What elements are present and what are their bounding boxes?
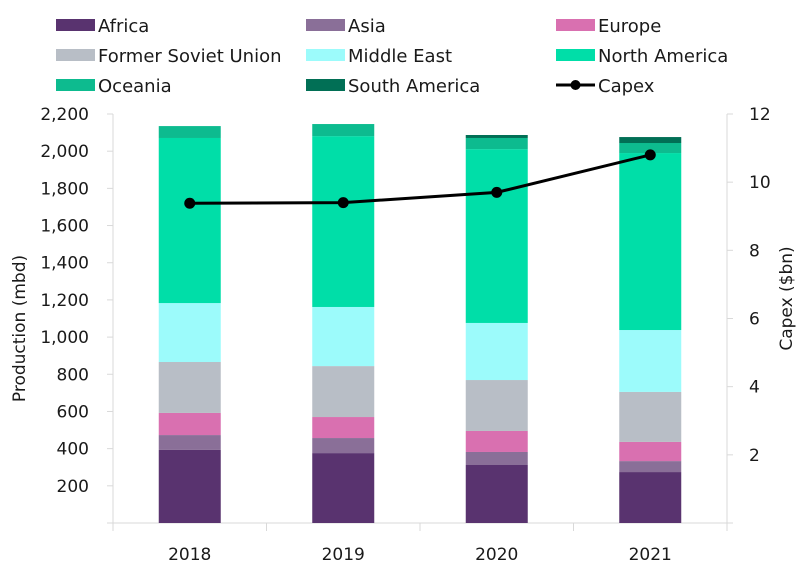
bar-former-soviet-union-2020 — [465, 380, 528, 431]
legend-item-former-soviet-union: Former Soviet Union — [56, 46, 282, 67]
bar-stack-2021 — [619, 137, 682, 523]
bar-north-america-2021 — [619, 153, 682, 331]
legend-item-europe: Europe — [556, 16, 661, 37]
y-tick-label: 200 — [57, 477, 89, 497]
y-tick-label: 1,800 — [40, 179, 89, 199]
legend-item-capex: Capex — [556, 76, 655, 97]
y2-tick-label: 10 — [749, 173, 771, 193]
bar-oceania-2019 — [312, 124, 375, 137]
y-tick-label: 1,000 — [40, 328, 89, 348]
bar-north-america-2019 — [312, 136, 375, 307]
y2-tick-label: 4 — [749, 378, 760, 398]
bar-middle-east-2020 — [465, 322, 528, 381]
y2-tick-label: 6 — [749, 310, 760, 330]
bar-stack-2020 — [465, 135, 528, 523]
bar-middle-east-2018 — [158, 303, 221, 363]
legend-swatch — [306, 49, 345, 61]
y-tick-label: 800 — [57, 365, 89, 385]
y2-tick-label: 8 — [749, 241, 760, 261]
bars — [158, 124, 682, 523]
capex-point-2018 — [184, 197, 196, 209]
bar-africa-2020 — [465, 464, 528, 523]
capex-point-2021 — [644, 149, 656, 161]
legend-item-oceania: Oceania — [56, 76, 172, 97]
x-tick-label: 2019 — [322, 545, 365, 565]
x-tick-label: 2021 — [629, 545, 672, 565]
capex-point-2019 — [337, 197, 349, 209]
y2-axis-title: Capex ($bn) — [777, 246, 797, 350]
legend-item-africa: Africa — [56, 16, 149, 37]
legend-label: North America — [598, 46, 728, 67]
legend-marker — [570, 80, 581, 90]
legend-swatch — [556, 19, 595, 31]
legend-label: Asia — [348, 16, 386, 37]
legend-label: Europe — [598, 16, 661, 37]
legend: Africa Asia Europe Former Soviet Union Middl… — [56, 16, 728, 97]
bar-north-america-2020 — [465, 149, 528, 323]
y2-tick-label: 12 — [749, 105, 771, 125]
bar-africa-2018 — [158, 449, 221, 523]
x-tick-label: 2018 — [168, 545, 211, 565]
y-tick-label: 400 — [57, 440, 89, 460]
bar-former-soviet-union-2019 — [312, 366, 375, 418]
y-tick-label: 1,600 — [40, 217, 89, 237]
x-tick-label: 2020 — [475, 545, 518, 565]
legend-item-middle-east: Middle East — [306, 46, 452, 67]
legend-label: Africa — [98, 16, 149, 37]
bar-asia-2018 — [158, 435, 221, 450]
legend-swatch — [56, 49, 95, 61]
bar-middle-east-2021 — [619, 330, 682, 392]
capex-point-2020 — [491, 186, 503, 198]
bar-europe-2021 — [619, 441, 682, 462]
legend-label: Oceania — [98, 76, 172, 97]
y-tick-label: 2,200 — [40, 105, 89, 125]
bar-south-america-2020 — [465, 135, 528, 138]
legend-item-north-america: North America — [556, 46, 728, 67]
bar-europe-2020 — [465, 430, 528, 452]
legend-swatch — [556, 49, 595, 61]
y2-tick-label: 2 — [749, 446, 760, 466]
legend-item-asia: Asia — [306, 16, 386, 37]
legend-swatch — [56, 19, 95, 31]
bar-asia-2019 — [312, 438, 375, 454]
bar-oceania-2020 — [465, 137, 528, 150]
bar-europe-2019 — [312, 417, 375, 439]
legend-swatch — [306, 19, 345, 31]
bar-oceania-2018 — [158, 126, 221, 138]
legend-swatch — [56, 79, 95, 91]
y-tick-label: 600 — [57, 402, 89, 422]
bar-asia-2020 — [465, 451, 528, 465]
bar-former-soviet-union-2021 — [619, 391, 682, 442]
bar-middle-east-2019 — [312, 306, 375, 367]
bar-africa-2019 — [312, 453, 375, 523]
y-tick-label: 1,400 — [40, 254, 89, 274]
legend-swatch — [306, 79, 345, 91]
bar-asia-2021 — [619, 461, 682, 473]
bar-south-america-2021 — [619, 137, 682, 144]
bar-oceania-2021 — [619, 143, 682, 154]
y-tick-label: 1,200 — [40, 291, 89, 311]
capex-line-group — [184, 149, 656, 209]
bar-stack-2018 — [158, 126, 221, 523]
y-tick-label: 2,000 — [40, 142, 89, 162]
axes: 200 400 600 800 1,000 1,200 1,400 1,600 1,800 2,0… — [40, 105, 770, 565]
bar-africa-2021 — [619, 472, 682, 523]
y-axis-title: Production (mbd) — [10, 255, 30, 402]
bar-north-america-2018 — [158, 137, 221, 304]
legend-label: Middle East — [348, 46, 452, 67]
legend-item-south-america: South America — [306, 76, 480, 97]
bar-stack-2019 — [312, 124, 375, 523]
capex-line — [189, 153, 651, 205]
bar-europe-2018 — [158, 412, 221, 436]
legend-label: South America — [348, 76, 480, 97]
legend-label: Former Soviet Union — [98, 46, 282, 67]
bar-former-soviet-union-2018 — [158, 362, 221, 413]
legend-label: Capex — [598, 76, 655, 97]
